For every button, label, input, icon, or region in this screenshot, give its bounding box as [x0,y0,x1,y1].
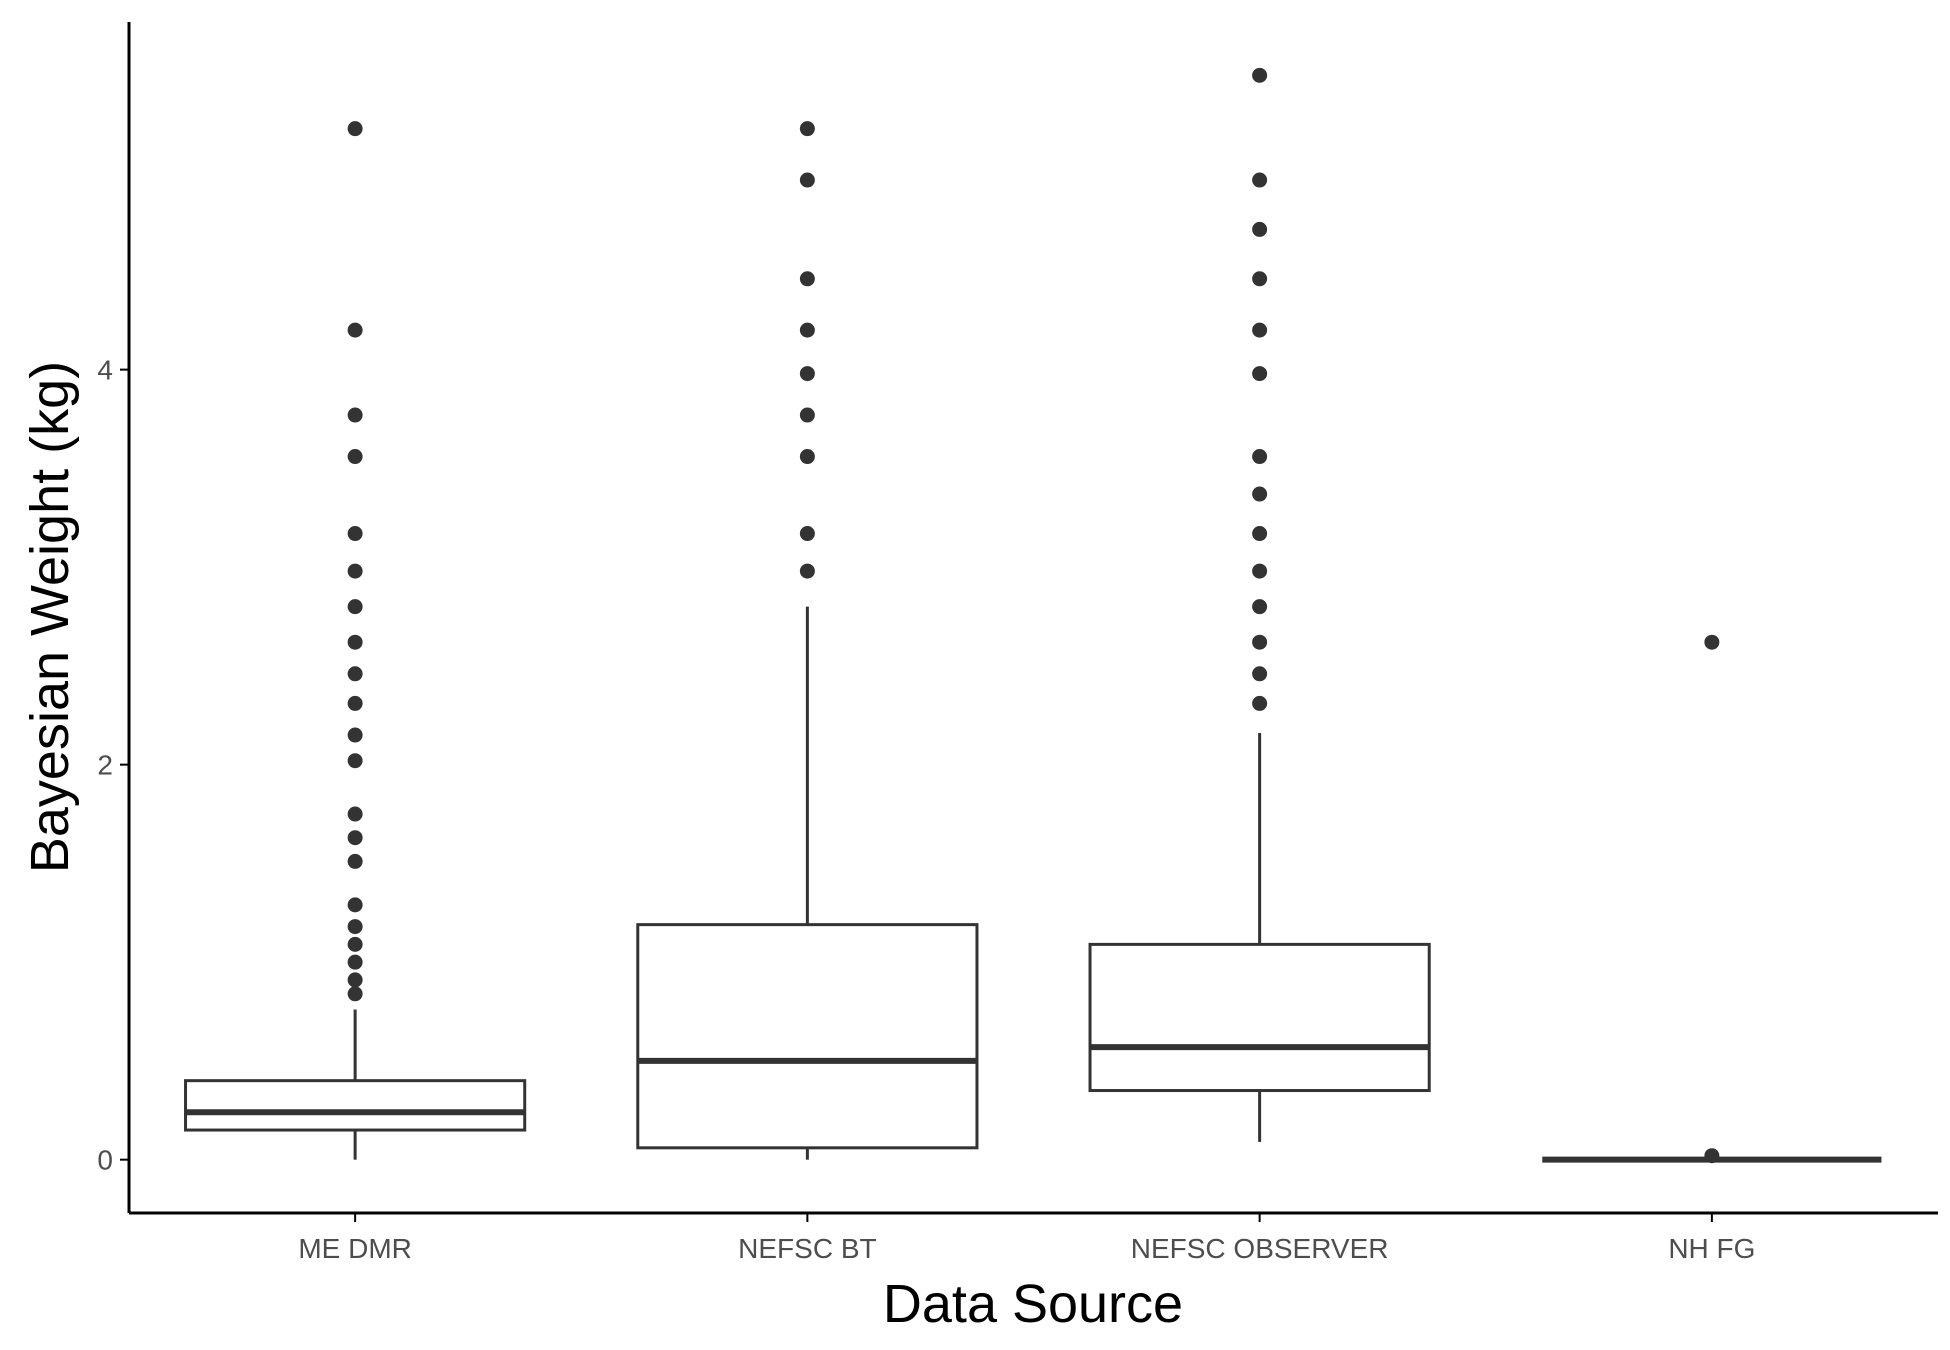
outlier-point [347,599,363,615]
plot-marks [184,67,1882,1164]
outlier-point [347,121,363,137]
outlier-point [799,563,815,579]
x-tick-label: NEFSC OBSERVER [1131,1233,1389,1264]
outlier-point [1252,526,1268,542]
outlier-point [1704,634,1720,650]
outlier-point [347,919,363,935]
x-tick-label: ME DMR [298,1233,412,1264]
box-group [184,121,527,1160]
outlier-point [1252,634,1268,650]
outlier-point [1252,271,1268,287]
outlier-point [1252,172,1268,188]
outlier-point [347,666,363,682]
x-tick-label: NH FG [1668,1233,1755,1264]
outlier-point [799,322,815,338]
box-group [1542,634,1882,1164]
outlier-point [799,271,815,287]
outlier-point [347,954,363,970]
outlier-point [1704,1148,1720,1164]
outlier-point [1252,67,1268,83]
y-tick-label: 0 [97,1145,113,1176]
outlier-point [347,695,363,711]
outlier-point [347,897,363,913]
box-body [636,923,979,1150]
box-group [1088,67,1431,1142]
outlier-point [1252,221,1268,237]
outlier-point [347,806,363,822]
outlier-point [1252,563,1268,579]
box-body [1088,942,1431,1093]
outlier-point [347,830,363,846]
y-axis-title: Bayesian Weight (kg) [20,361,80,873]
outlier-point [347,563,363,579]
outlier-point [347,986,363,1002]
outlier-point [799,121,815,137]
axes: 0 2 4 ME DMR NEFSC BT NEFSC OBSERVER NH FG [97,22,1938,1264]
outlier-point [347,322,363,338]
outlier-point [347,727,363,743]
outlier-point [1252,695,1268,711]
outlier-point [347,972,363,988]
outlier-point [799,366,815,382]
outlier-point [347,449,363,465]
outlier-point [347,407,363,423]
outlier-point [799,172,815,188]
y-ticks: 0 2 4 [97,355,129,1176]
x-tick-label: NEFSC BT [738,1233,876,1264]
outlier-point [347,753,363,769]
outlier-point [347,526,363,542]
x-axis-title: Data Source [883,1274,1183,1334]
outlier-point [347,634,363,650]
outlier-point [347,936,363,952]
outlier-point [1252,486,1268,502]
outlier-point [1252,666,1268,682]
outlier-point [1252,322,1268,338]
outlier-point [799,407,815,423]
outlier-point [799,449,815,465]
x-ticks: ME DMR NEFSC BT NEFSC OBSERVER NH FG [298,1213,1755,1264]
y-tick-label: 4 [97,355,113,386]
outlier-point [1252,599,1268,615]
outlier-point [799,526,815,542]
box-group [636,121,979,1160]
outlier-point [1252,366,1268,382]
outlier-point [1252,449,1268,465]
outlier-point [347,853,363,869]
y-tick-label: 2 [97,750,113,781]
box-body [184,1079,527,1132]
